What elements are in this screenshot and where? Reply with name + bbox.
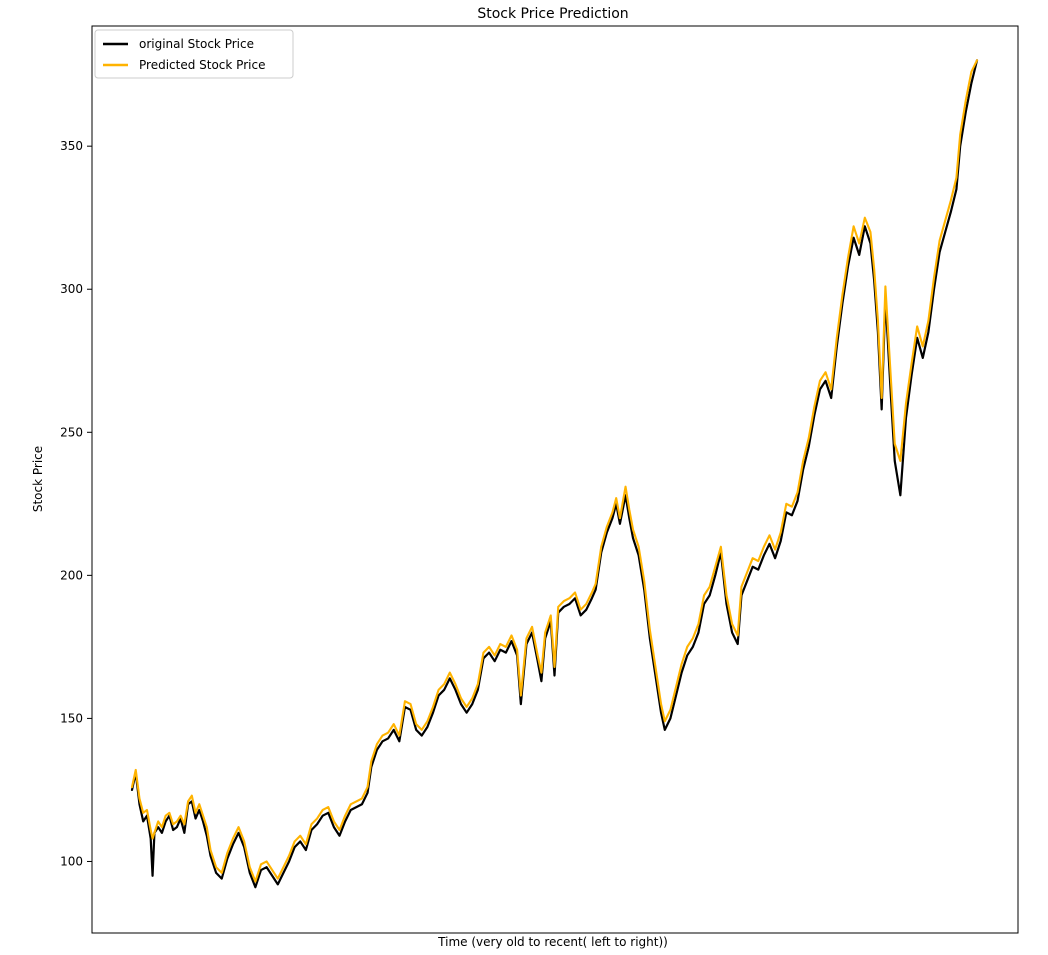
y-tick-label-150: 150 (60, 711, 83, 725)
chart-title: Stock Price Prediction (477, 6, 628, 22)
y-axis-label: Stock Price (31, 446, 45, 512)
chart-legend: original Stock Price Predicted Stock Pri… (94, 29, 294, 79)
y-tick-label-250: 250 (60, 425, 83, 439)
plot-frame (91, 25, 1019, 934)
y-tick-label-200: 200 (60, 568, 83, 582)
predicted-series-line (130, 59, 979, 883)
y-tick-label-100: 100 (60, 854, 83, 868)
x-axis-label: Time (very old to recent( left to right)… (437, 935, 668, 949)
plot-area: 100 150 200 250 300 350 (60, 25, 1019, 934)
y-tick-label-300: 300 (60, 282, 83, 296)
y-tick-label-350: 350 (60, 139, 83, 153)
legend-label-original: original Stock Price (139, 37, 254, 51)
legend-label-predicted: Predicted Stock Price (139, 58, 265, 72)
legend-frame (94, 29, 294, 79)
